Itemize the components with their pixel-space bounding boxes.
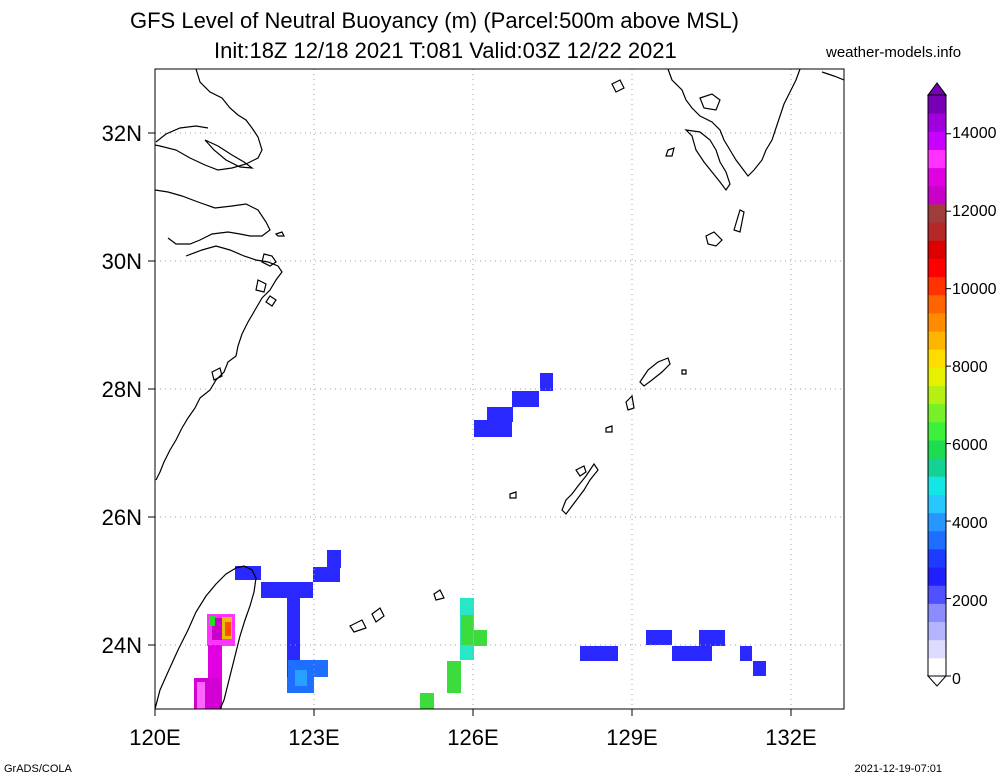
colorbar-segment [928, 494, 946, 514]
chart-title: GFS Level of Neutral Buoyancy (m) (Parce… [130, 8, 739, 33]
coastlines [155, 69, 844, 709]
site-label: weather-models.info [826, 44, 962, 61]
lon-label-132: 132E [765, 725, 816, 750]
colorbar [926, 82, 951, 687]
colorbar-label-4000: 4000 [952, 515, 988, 532]
colorbar-max-arrow [927, 82, 947, 96]
lon-label-120: 120E [129, 725, 180, 750]
colorbar-segment [928, 349, 946, 368]
colorbar-label-0: 0 [952, 671, 961, 688]
colorbar-segment [928, 603, 946, 623]
footer-credit: GrADS/COLA [4, 763, 72, 775]
axis-ticks [148, 132, 792, 716]
grid-lines [155, 69, 844, 709]
colorbar-min-arrow [926, 675, 948, 687]
colorbar-segment [928, 567, 946, 586]
colorbar-label-2000: 2000 [952, 593, 988, 610]
chart-subtitle: Init:18Z 12/18 2021 T:081 Valid:03Z 12/2… [214, 38, 677, 63]
colorbar-segment [928, 113, 946, 132]
colorbar-label-10000: 10000 [952, 281, 997, 298]
colorbar-segment [928, 203, 946, 223]
colorbar-segment [928, 167, 946, 187]
footer-timestamp: 2021-12-19-07:01 [854, 763, 942, 775]
colorbar-segment [928, 149, 946, 169]
colorbar-segment [928, 458, 946, 477]
colorbar-segment [928, 403, 946, 423]
colorbar-label-6000: 6000 [952, 437, 988, 454]
colorbar-segment [928, 439, 946, 459]
lat-label-30: 30N [102, 249, 142, 274]
lon-label-129: 129E [606, 725, 657, 750]
colorbar-frame [927, 94, 947, 677]
colorbar-label-8000: 8000 [952, 359, 988, 376]
colorbar-segment [928, 621, 946, 641]
colorbar-segment [928, 476, 946, 495]
colorbar-segment [928, 639, 946, 659]
lon-label-126: 126E [447, 725, 498, 750]
colorbar-segment [928, 185, 946, 205]
colorbar-segment [928, 421, 946, 441]
colorbar-segment [928, 222, 946, 241]
colorbar-label-14000: 14000 [952, 125, 997, 142]
colorbar-segment [928, 331, 946, 350]
colorbar-segment [928, 131, 946, 150]
colorbar-segment [928, 512, 946, 532]
colorbar-segment [928, 657, 946, 677]
colorbar-segment [928, 585, 946, 604]
lat-label-32: 32N [102, 121, 142, 146]
colorbar-segment [928, 294, 946, 314]
lat-label-28: 28N [102, 377, 142, 402]
colorbar-label-12000: 12000 [952, 203, 997, 220]
colorbar-segment [928, 312, 946, 332]
lat-label-24: 24N [102, 633, 142, 658]
colorbar-segment [928, 95, 946, 114]
colorbar-segment [928, 240, 946, 259]
colorbar-segment [928, 548, 946, 568]
lnb-cells [194, 373, 766, 709]
colorbar-segment [928, 385, 946, 405]
colorbar-segment [928, 367, 946, 386]
colorbar-segment [928, 276, 946, 296]
colorbar-segment [928, 258, 946, 278]
lon-label-123: 123E [288, 725, 339, 750]
colorbar-segment [928, 530, 946, 550]
lat-label-26: 26N [102, 505, 142, 530]
